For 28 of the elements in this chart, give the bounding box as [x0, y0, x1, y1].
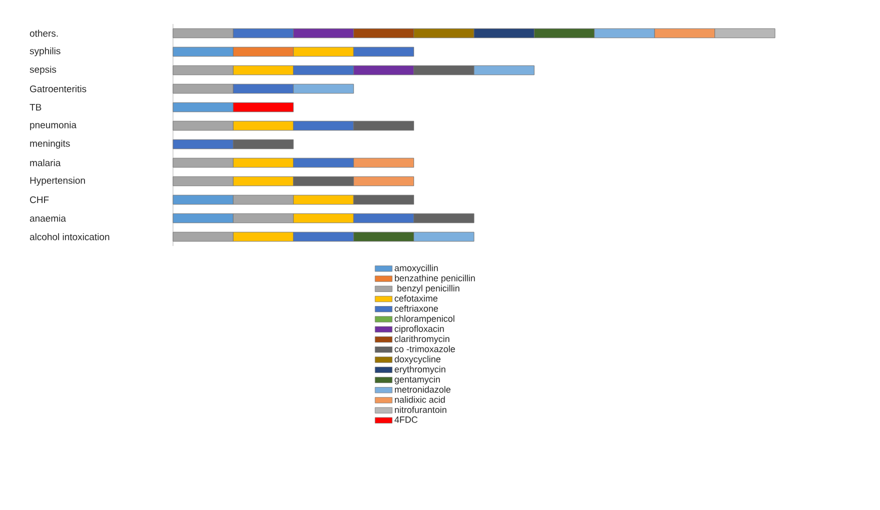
legend-label: 4FDC — [394, 416, 418, 423]
y-tick-label: sepsis — [30, 66, 56, 75]
legend-label: nitrofurantoin — [394, 406, 446, 413]
y-tick-label: syphilis — [30, 47, 60, 56]
legend-label: metronidazole — [394, 386, 450, 393]
legend-label: amoxycillin — [394, 264, 438, 274]
y-tick-label: alcohol intoxication — [30, 233, 110, 240]
legend-label: benzathine penicillin — [394, 274, 475, 284]
y-tick-label: Hypertension — [30, 176, 85, 186]
legend-label: co -trimoxazole — [394, 346, 455, 352]
y-tick-label: CHF — [30, 196, 49, 204]
legend-label: gentamycin — [394, 376, 440, 384]
legend-label: chlorampenicol — [394, 315, 454, 324]
y-tick-label: pneumonia — [30, 121, 77, 130]
y-tick-label: TB — [30, 104, 42, 111]
legend-label: cefotaxime — [394, 294, 438, 302]
y-tick-label: anaemia — [30, 214, 66, 222]
legend-label: benzyl penicillin — [397, 284, 460, 294]
y-tick-label: Gatroenteritis — [30, 85, 86, 92]
legend-label: ceftriaxone — [394, 305, 438, 312]
legend-label: doxycycline — [394, 356, 440, 364]
legend-label: ciprofloxacin — [394, 325, 444, 334]
y-tick-label: meningits — [30, 140, 70, 149]
legend-label: clarithromycin — [394, 335, 450, 344]
legend-label: nalidixic acid — [394, 396, 445, 403]
y-tick-label: others. — [30, 30, 58, 37]
legend-label: erythromycin — [394, 366, 446, 374]
y-tick-label: malaria — [30, 159, 61, 166]
